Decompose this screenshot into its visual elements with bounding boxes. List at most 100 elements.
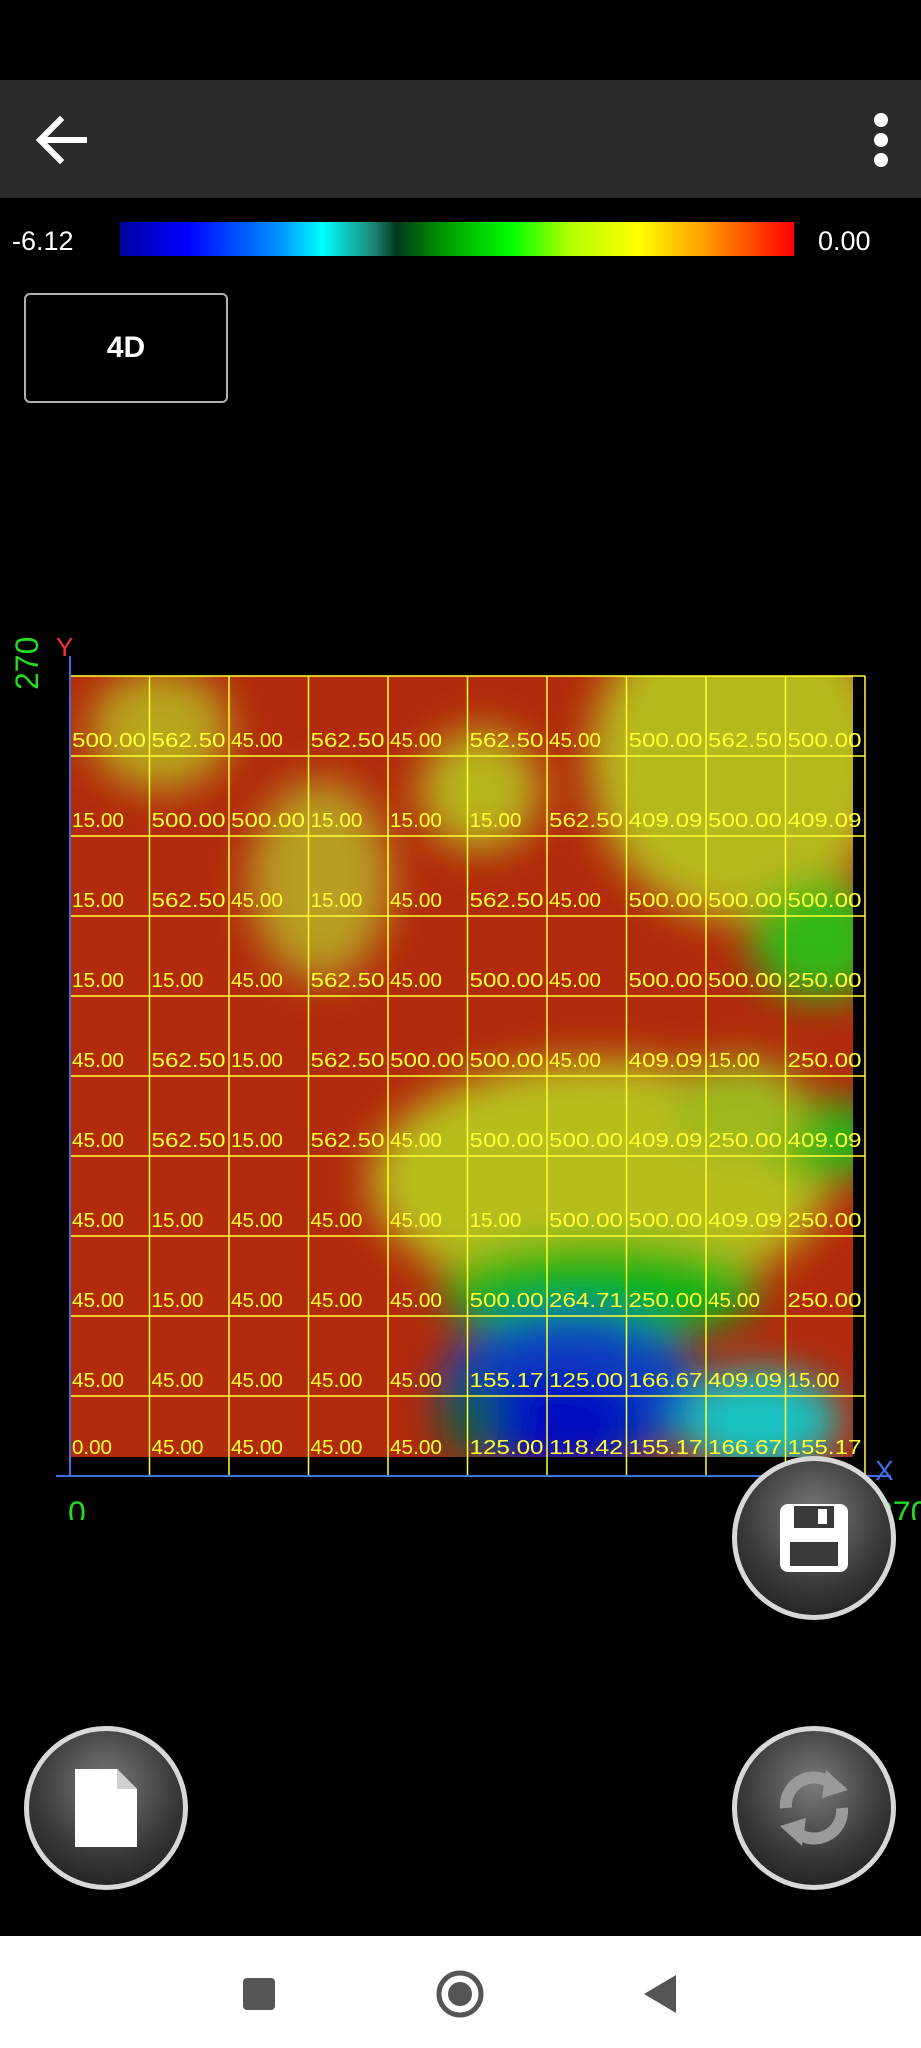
heatmap-cell-label: 45.00: [311, 1370, 363, 1392]
heatmap-cell-label: 562.50: [152, 730, 226, 752]
heatmap-cell-label: 125.00: [470, 1437, 544, 1459]
back-button[interactable]: [22, 100, 102, 180]
heatmap-cell-label: 250.00: [629, 1290, 703, 1312]
heatmap-cell-label: 264.71: [549, 1290, 623, 1312]
heatmap-cell-label: 409.09: [708, 1210, 782, 1232]
heatmap-cell-label: 562.50: [152, 890, 226, 912]
heatmap-cell-label: 155.17: [470, 1370, 544, 1392]
heatmap-cell-label: 562.50: [311, 970, 385, 992]
mode-4d-button[interactable]: 4D: [24, 293, 228, 403]
heatmap-cell-label: 15.00: [311, 890, 363, 912]
heatmap-cell-label: 15.00: [152, 970, 204, 992]
y-tick-label: 270: [9, 637, 45, 690]
heatmap-cell-label: 250.00: [708, 1130, 782, 1152]
heatmap-cell-label: 15.00: [470, 810, 522, 832]
heatmap-cell-label: 500.00: [470, 1050, 544, 1072]
legend-gradient-bar: [120, 222, 794, 256]
heatmap-cell-label: 250.00: [788, 1210, 862, 1232]
heatmap-cell-label: 409.09: [629, 1050, 703, 1072]
save-button[interactable]: [732, 1456, 896, 1620]
heatmap-cell-label: 15.00: [152, 1290, 204, 1312]
heatmap-cell-label: 500.00: [470, 1130, 544, 1152]
heatmap-cell-label: 155.17: [629, 1437, 703, 1459]
arrow-left-icon: [35, 115, 87, 165]
heatmap-cell-label: 500.00: [708, 890, 782, 912]
heatmap-cell-label: 45.00: [72, 1210, 124, 1232]
heatmap-cell-label: 409.09: [788, 1130, 862, 1152]
heatmap-cell-label: 409.09: [629, 1130, 703, 1152]
heatmap-cell-label: 15.00: [152, 1210, 204, 1232]
document-icon: [75, 1769, 137, 1847]
heatmap-cell-label: 15.00: [788, 1370, 840, 1392]
heatmap-cell-label: 562.50: [152, 1050, 226, 1072]
heatmap-cell-label: 15.00: [72, 970, 124, 992]
heatmap-cell-label: 562.50: [708, 730, 782, 752]
heatmap-cell-label: 562.50: [311, 730, 385, 752]
heatmap-cell-label: 562.50: [470, 890, 544, 912]
file-button[interactable]: [24, 1726, 188, 1890]
heatmap-cell-label: 166.67: [708, 1437, 782, 1459]
nav-recents-button[interactable]: [229, 1964, 289, 2024]
heatmap-cell-label: 250.00: [788, 970, 862, 992]
heatmap-cell-label: 45.00: [390, 1437, 442, 1459]
heatmap-cell-label: 45.00: [390, 1210, 442, 1232]
heatmap-cell-label: 562.50: [152, 1130, 226, 1152]
heatmap-cell-label: 45.00: [72, 1290, 124, 1312]
heatmap-cell-label: 125.00: [549, 1370, 623, 1392]
heatmap-cell-label: 409.09: [629, 810, 703, 832]
heatmap-cell-label: 45.00: [549, 970, 601, 992]
heatmap-cell-label: 15.00: [311, 810, 363, 832]
heatmap-cell-label: 45.00: [708, 1290, 760, 1312]
x-tick-label: 0: [68, 1495, 86, 1520]
heatmap-cell-label: 15.00: [470, 1210, 522, 1232]
heatmap-cell-label: 15.00: [708, 1050, 760, 1072]
heatmap-cell-label: 45.00: [311, 1210, 363, 1232]
heatmap-cell-label: 45.00: [549, 730, 601, 752]
heatmap-cell-label: 15.00: [72, 890, 124, 912]
heatmap-cell-label: 45.00: [231, 730, 283, 752]
heatmap-cell-label: 15.00: [231, 1130, 283, 1152]
heatmap-cell-label: 562.50: [549, 810, 623, 832]
heatmap-cell-label: 118.42: [549, 1437, 623, 1459]
heatmap-cell-label: 500.00: [629, 970, 703, 992]
heatmap-cell-label: 500.00: [390, 1050, 464, 1072]
heatmap-cell-label: 45.00: [72, 1050, 124, 1072]
heatmap-cell-label: 500.00: [708, 810, 782, 832]
heatmap-cell-label: 45.00: [311, 1290, 363, 1312]
heatmap-cell-label: 500.00: [72, 730, 146, 752]
heatmap-cell-label: 45.00: [231, 970, 283, 992]
system-nav-bar: [0, 1936, 921, 2048]
floppy-disk-icon: [780, 1504, 848, 1572]
heatmap-cell-label: 15.00: [390, 810, 442, 832]
refresh-button[interactable]: [732, 1726, 896, 1890]
heatmap-cell-label: 45.00: [231, 1210, 283, 1232]
heatmap-cell-label: 409.09: [708, 1370, 782, 1392]
heatmap-cell-label: 0.00: [72, 1437, 112, 1459]
heatmap-cell-label: 45.00: [152, 1370, 204, 1392]
color-legend: -6.12 0.00: [0, 214, 921, 270]
heatmap-cell-label: 500.00: [470, 1290, 544, 1312]
x-axis-label: X: [875, 1455, 894, 1486]
nav-back-button[interactable]: [630, 1964, 690, 2024]
heatmap-cell-label: 45.00: [390, 970, 442, 992]
heatmap-cell-label: 500.00: [231, 810, 305, 832]
legend-min-label: -6.12: [12, 226, 74, 256]
heatmap-cell-label: 45.00: [390, 1370, 442, 1392]
heatmap-cell-label: 250.00: [788, 1290, 862, 1312]
heatmap-cell-label: 45.00: [152, 1437, 204, 1459]
heatmap-cell-label: 15.00: [231, 1050, 283, 1072]
heatmap-cell-label: 45.00: [549, 1050, 601, 1072]
nav-home-button[interactable]: [430, 1964, 490, 2024]
heatmap-cell-label: 500.00: [788, 730, 862, 752]
heatmap-cell-label: 166.67: [629, 1370, 703, 1392]
heatmap-cell-label: 155.17: [788, 1437, 862, 1459]
heatmap-cell-label: 500.00: [549, 1130, 623, 1152]
more-options-button[interactable]: [851, 100, 911, 180]
triangle-back-icon: [644, 1975, 676, 2013]
heatmap-cell-label: 500.00: [708, 970, 782, 992]
heatmap-cell-label: 45.00: [390, 730, 442, 752]
heatmap-cell-label: 15.00: [72, 810, 124, 832]
heatmap-cell-label: 250.00: [788, 1050, 862, 1072]
heatmap-cell-label: 562.50: [311, 1050, 385, 1072]
heatmap-cell-label: 409.09: [788, 810, 862, 832]
